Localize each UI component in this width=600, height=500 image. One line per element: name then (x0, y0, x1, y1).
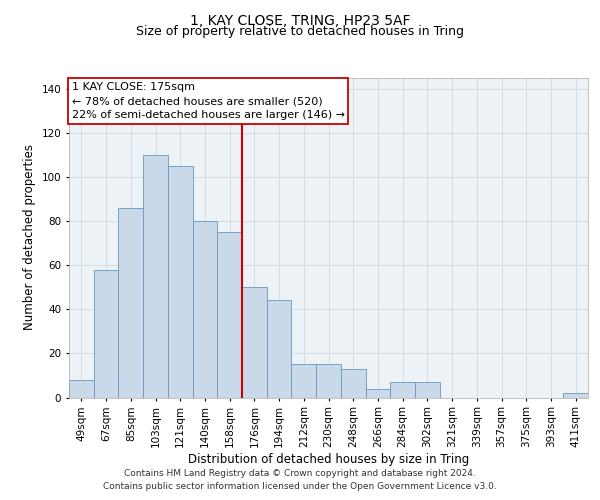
Bar (365, 388, 390, 398)
Bar (341, 369, 365, 398)
Text: Contains HM Land Registry data © Crown copyright and database right 2024.
Contai: Contains HM Land Registry data © Crown c… (103, 470, 497, 491)
Bar (267, 300, 292, 398)
Bar (563, 393, 588, 398)
Text: Size of property relative to detached houses in Tring: Size of property relative to detached ho… (136, 25, 464, 38)
Bar (69, 380, 94, 398)
Bar (118, 208, 143, 398)
Bar (242, 287, 267, 398)
Bar (415, 382, 440, 398)
Bar (292, 364, 316, 398)
Y-axis label: Number of detached properties: Number of detached properties (23, 144, 36, 330)
Bar (193, 221, 217, 398)
Bar (390, 382, 415, 398)
Bar (94, 270, 118, 398)
Bar (316, 364, 341, 398)
Bar (168, 166, 193, 398)
X-axis label: Distribution of detached houses by size in Tring: Distribution of detached houses by size … (188, 453, 469, 466)
Bar (217, 232, 242, 398)
Bar (143, 154, 168, 398)
Text: 1 KAY CLOSE: 175sqm
← 78% of detached houses are smaller (520)
22% of semi-detac: 1 KAY CLOSE: 175sqm ← 78% of detached ho… (71, 82, 344, 120)
Text: 1, KAY CLOSE, TRING, HP23 5AF: 1, KAY CLOSE, TRING, HP23 5AF (190, 14, 410, 28)
